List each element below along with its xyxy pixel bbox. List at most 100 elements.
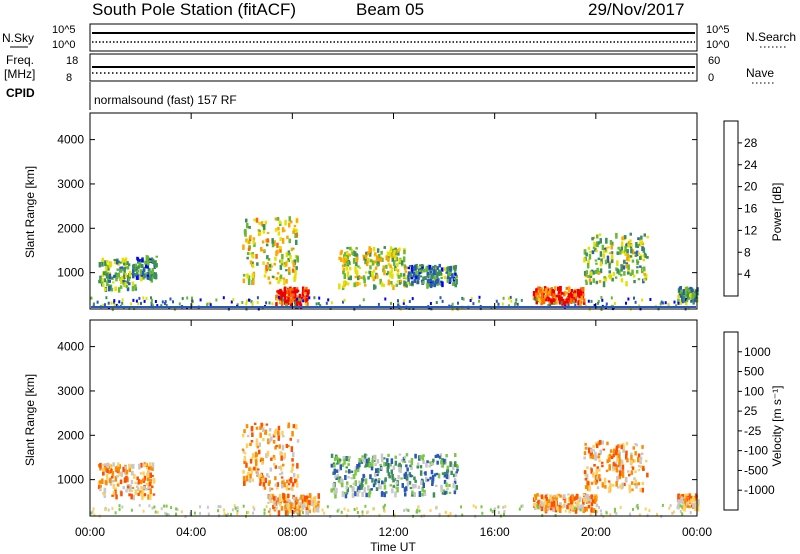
velocity-echo-cell [411,490,414,495]
power-echo-cell [137,302,140,306]
velocity-echo-cell [111,475,114,479]
velocity-echo-cell [686,504,690,508]
velocity-echo-cell [550,495,553,498]
velocity-echo-cell [549,507,553,511]
power-echo-cell [126,287,130,292]
velocity-echo-cell [290,503,294,507]
velocity-echo-cell [682,498,686,503]
power-echo-cell [266,238,269,243]
power-echo-cell [293,229,297,233]
power-echo-cell [372,275,375,282]
velocity-echo-cell [97,486,101,490]
power-echo-cell [374,266,378,270]
power-echo-cell [542,293,545,299]
power-echo-cell [608,270,611,274]
velocity-echo-cell [547,499,551,504]
power-echo-cell [429,271,432,274]
velocity-echo-cell [313,503,317,507]
power-echo-cell [343,263,347,267]
velocity-echo-cell [453,490,457,495]
velocity-echo-cell [313,496,317,499]
power-echo-cell [284,303,287,307]
power-echo-cell [261,306,264,310]
velocity-echo-cell [273,457,277,460]
power-echo-cell [123,275,126,278]
power-echo-cell [538,298,540,302]
power-echo-cell [405,281,408,287]
power-echo-cell [364,261,367,265]
velocity-echo-cell [139,490,142,494]
power-echo-cell [265,268,269,272]
velocity-echo-cell [344,492,348,499]
velocity-echo-cell [399,467,403,474]
power-echo-cell [585,281,588,286]
power-echo-cell [495,299,498,303]
velocity-echo-cell [139,472,143,475]
noise-tick-right-low: 10^0 [706,39,730,51]
power-echo-cell [625,263,629,269]
power-echo-cell [245,238,248,243]
power-echo-cell [438,263,441,268]
velocity-echo-cell [418,509,421,513]
velocity-echo-cell [111,506,114,510]
power-echo-cell [418,269,422,273]
velocity-echo-cell [445,490,448,495]
velocity-echo-cell [294,496,298,500]
power-echo-cell [377,258,381,262]
power-echo-cell [568,300,572,303]
power-echo-cell [440,267,444,272]
velocity-echo-cell [416,508,419,512]
power-echo-cell [539,300,541,304]
power-echo-cell [271,275,275,278]
power-echo-cell [447,270,451,276]
power-echo-cell [433,283,437,288]
power-echo-cell [285,261,288,267]
power-echo-cell [249,252,253,255]
velocity-echo-cell [688,505,691,509]
velocity-echo-cell [106,468,109,474]
power-echo-cell [288,301,292,305]
velocity-echo-cell [619,465,622,471]
power-echo-cell [354,251,357,257]
power-echo-cell [273,262,276,266]
power-echo-cell [191,299,194,303]
velocity-echo-cell [286,513,289,517]
velocity-echo-cell [289,502,292,507]
velocity-echo-cell [356,464,359,470]
velocity-echo-cell [552,500,556,507]
power-echo-cell [249,235,252,240]
power-echo-cell [106,277,110,282]
power-echo-cell [275,294,278,301]
power-echo-cell [436,274,439,279]
power-echo-cell [252,237,256,241]
velocity-echo-cell [403,509,406,512]
velocity-echo-cell [383,457,386,460]
velocity-echo-cell [480,505,483,509]
velocity-echo-cell [111,471,115,476]
power-echo-cell [138,262,141,268]
velocity-echo-cell [443,458,446,463]
velocity-echo-cell [112,483,116,489]
velocity-echo-cell [614,464,617,467]
power-echo-cell [584,279,588,282]
velocity-echo-cell [364,504,367,508]
velocity-echo-cell [143,493,147,497]
power-echo-cell [295,289,299,294]
power-echo-cell [291,268,295,273]
x-tick-label: 16:00 [480,525,510,539]
velocity-echo-cell [422,460,425,464]
power-echo-cell [414,264,417,271]
power-echo-cell [636,259,639,263]
velocity-echo-cell [379,485,382,490]
velocity-echo-cell [356,492,360,497]
power-echo-cell [349,275,352,281]
power-echo-cell [260,221,264,227]
power-echo-cell [277,226,280,231]
velocity-echo-cell [289,510,292,514]
velocity-echo-cell [358,484,362,490]
power-echo-cell [629,255,633,258]
velocity-echo-cell [609,449,613,453]
velocity-echo-cell [345,456,348,460]
power-echo-cell [634,254,638,257]
colorbar-tick-label: 8 [744,245,751,259]
